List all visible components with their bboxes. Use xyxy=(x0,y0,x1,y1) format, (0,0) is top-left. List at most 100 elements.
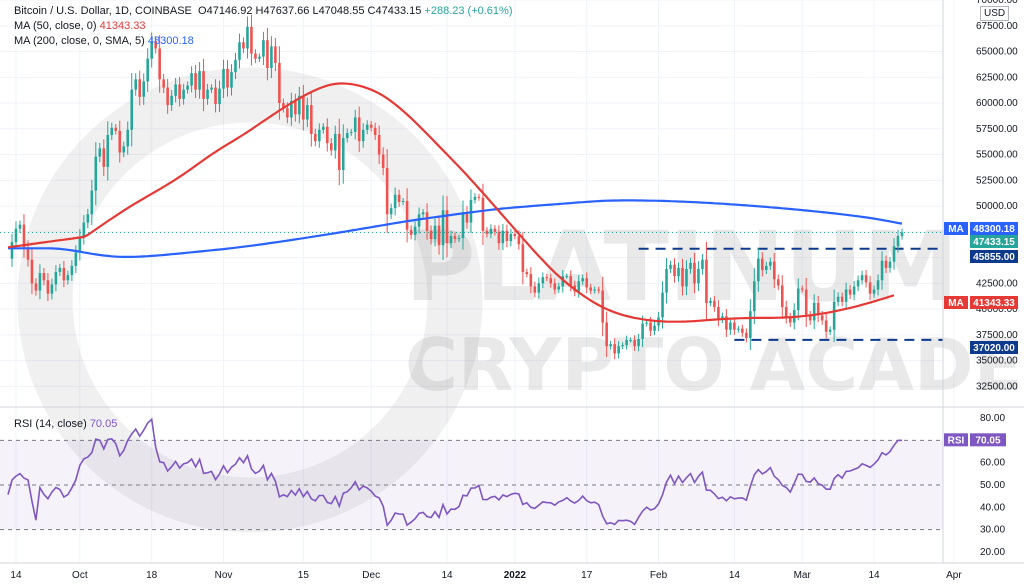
candle-body xyxy=(206,89,209,99)
time-tick-label: 14 xyxy=(441,570,453,581)
candle-body xyxy=(697,268,700,284)
candle-body xyxy=(118,130,122,153)
candle-body xyxy=(222,69,225,89)
candle-body xyxy=(325,126,329,144)
ma50-legend[interactable]: MA (50, close, 0) 41343.33 xyxy=(14,20,146,32)
candle-body xyxy=(62,267,66,281)
close-value: 47433.15 xyxy=(375,5,422,17)
candle-body xyxy=(800,288,804,290)
candle-body xyxy=(780,285,784,308)
candle-body xyxy=(689,262,692,269)
candle-body xyxy=(90,190,94,215)
candle-body xyxy=(421,212,425,215)
price-tag-label: MA xyxy=(948,224,964,235)
price-tick-label: 65000.00 xyxy=(976,47,1018,58)
candle-body xyxy=(633,340,636,347)
candle-body xyxy=(345,132,349,139)
price-tick-label: 52500.00 xyxy=(976,175,1018,186)
ma50-value: 41343.33 xyxy=(99,20,146,32)
candle-body xyxy=(493,228,497,232)
candle-body xyxy=(298,95,301,115)
candle-body xyxy=(353,117,357,132)
candle-body xyxy=(58,267,62,273)
candle-body xyxy=(433,225,437,240)
candle-body xyxy=(892,246,896,262)
candle-body xyxy=(661,292,664,318)
candle-body xyxy=(685,268,688,287)
candle-body xyxy=(589,287,592,291)
rsi-tick-label: 20.00 xyxy=(980,547,1005,558)
candle-body xyxy=(629,340,632,342)
time-tick-label: 14 xyxy=(869,570,881,581)
rsi-line xyxy=(7,417,903,528)
time-tick-label: Nov xyxy=(215,570,233,581)
candle-body xyxy=(341,138,345,171)
candle-body xyxy=(114,127,118,131)
candle-body xyxy=(741,328,744,333)
candle-body xyxy=(848,289,852,295)
rsi-legend[interactable]: RSI (14, close) 70.05 xyxy=(14,418,117,430)
ma200-legend[interactable]: MA (200, close, 0, SMA, 5) 48300.18 xyxy=(14,35,194,47)
candle-body xyxy=(274,46,277,63)
candle-body xyxy=(178,84,181,99)
symbol-legend: Bitcoin / U.S. Dollar, 1D, COINBASE O471… xyxy=(14,5,513,17)
candle-body xyxy=(788,317,792,323)
time-tick-label: Oct xyxy=(72,570,88,581)
candle-body xyxy=(721,316,724,320)
candle-body xyxy=(852,286,856,295)
candle-body xyxy=(146,58,149,82)
candle-body xyxy=(645,322,648,324)
price-tag-box xyxy=(970,250,1018,263)
candle-body xyxy=(294,100,297,115)
time-axis[interactable]: 14 Oct 18 Nov 15 Dec 14 2022 17 Feb 14 Mar 14 Apr xyxy=(10,570,962,581)
candle-body xyxy=(110,127,114,135)
candle-body xyxy=(529,274,533,287)
price-tag-value: 48300.18 xyxy=(973,224,1015,235)
candle-body xyxy=(441,210,445,246)
candle-body xyxy=(210,87,213,90)
price-axis[interactable]: 32500.00 35000.00 37500.00 40000.00 42500.00… xyxy=(976,0,1018,392)
currency-button[interactable]: USD xyxy=(980,6,1010,21)
price-tag-value: 47433.15 xyxy=(973,237,1015,248)
rsi-tick-label: 40.00 xyxy=(980,502,1005,513)
candle-body xyxy=(761,258,764,270)
candle-body xyxy=(521,244,525,273)
rsi-line-path xyxy=(7,417,903,528)
change-value: +288.23 (+0.61%) xyxy=(424,5,513,17)
candle-body xyxy=(669,264,672,269)
candle-body xyxy=(481,197,485,231)
candle-body xyxy=(796,288,800,311)
candle-body xyxy=(166,87,169,106)
candle-body xyxy=(82,222,86,237)
watermark-line1: PLATINUM xyxy=(405,211,958,323)
price-tag-value: 37020.00 xyxy=(973,343,1015,354)
candle-body xyxy=(306,105,309,120)
candle-body xyxy=(513,233,517,236)
candle-body xyxy=(238,42,241,60)
candle-body xyxy=(34,283,38,291)
grid xyxy=(0,0,955,563)
candle-body xyxy=(126,129,130,147)
candle-body xyxy=(186,85,189,90)
price-tick-label: 35000.00 xyxy=(976,356,1018,367)
price-tag-label-box xyxy=(944,222,968,235)
candle-body xyxy=(218,88,221,105)
candle-body xyxy=(497,231,501,244)
candle-body xyxy=(812,302,816,321)
candle-body xyxy=(844,289,848,302)
candle-body xyxy=(776,279,780,286)
candle-body xyxy=(445,210,449,244)
price-tag-box xyxy=(970,222,1018,235)
price-tag-label: MA xyxy=(948,298,964,309)
price-tag-box xyxy=(970,341,1018,354)
candle-body xyxy=(138,79,142,97)
candle-body xyxy=(477,196,481,198)
candle-body xyxy=(202,71,205,99)
candle-body xyxy=(733,322,736,330)
candle-body xyxy=(545,277,549,279)
candle-body xyxy=(130,89,134,130)
candle-body xyxy=(457,238,461,240)
candle-body xyxy=(581,278,585,282)
candle-body xyxy=(757,258,760,282)
price-tick-label: 55000.00 xyxy=(976,150,1018,161)
